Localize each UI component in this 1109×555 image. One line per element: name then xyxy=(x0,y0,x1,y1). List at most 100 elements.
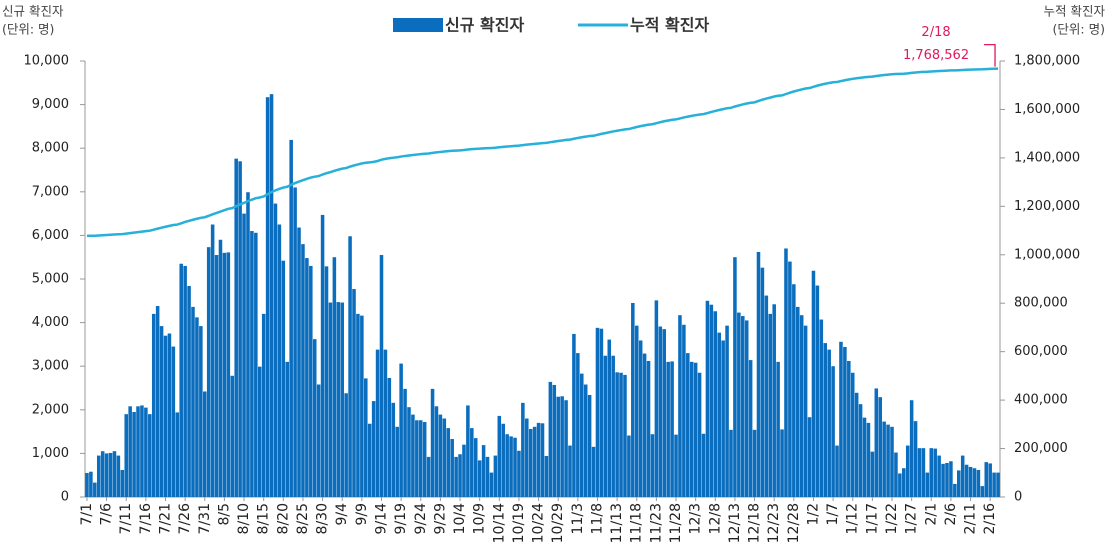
bar xyxy=(611,355,615,497)
bar xyxy=(615,372,619,497)
bar xyxy=(481,445,486,497)
bar xyxy=(847,360,851,497)
y-axis-title: 신규 확진자 xyxy=(2,4,64,19)
bar xyxy=(250,231,254,498)
y-tick-label: 8,000 xyxy=(32,141,69,156)
bar xyxy=(572,333,576,497)
bar xyxy=(921,448,926,497)
legend-swatch xyxy=(393,18,443,32)
x-tick-label: 11/8 xyxy=(589,503,605,534)
bar xyxy=(89,471,93,497)
x-tick-label: 10/29 xyxy=(550,503,566,543)
bar xyxy=(689,361,694,497)
bar xyxy=(301,244,305,497)
bar xyxy=(312,339,317,497)
bar xyxy=(768,313,773,497)
bar xyxy=(941,463,945,497)
bar xyxy=(972,468,977,497)
bar xyxy=(285,361,290,497)
bar xyxy=(788,261,792,497)
bar xyxy=(996,472,1000,497)
bar xyxy=(764,295,769,497)
y2-tick-label: 1,400,000 xyxy=(1014,150,1080,165)
bar xyxy=(485,456,490,497)
bar xyxy=(226,252,231,497)
bar xyxy=(992,472,996,497)
bar xyxy=(705,300,710,497)
bar xyxy=(772,304,776,497)
x-tick-label: 2/1 xyxy=(923,503,939,526)
bar xyxy=(297,227,301,497)
bar xyxy=(666,361,670,497)
bar xyxy=(784,248,788,497)
bar xyxy=(831,366,835,497)
bar xyxy=(230,375,235,497)
bar xyxy=(254,232,258,497)
bar xyxy=(854,392,859,497)
bar xyxy=(199,326,203,497)
y-tick-label: 10,000 xyxy=(24,54,70,69)
y-tick-label: 0 xyxy=(61,490,69,505)
bar xyxy=(144,407,148,497)
bar xyxy=(356,313,360,497)
bar xyxy=(391,402,396,497)
bar xyxy=(183,265,187,497)
bar xyxy=(399,363,403,497)
bar xyxy=(320,214,325,497)
bar xyxy=(556,396,560,497)
bar xyxy=(949,461,953,497)
bar xyxy=(795,306,800,497)
bar xyxy=(807,417,812,497)
bar xyxy=(984,462,989,497)
y-tick-label: 6,000 xyxy=(32,228,69,243)
bar xyxy=(124,414,129,497)
bar xyxy=(473,438,478,497)
bar xyxy=(179,263,183,497)
value-label: 1,768,562 xyxy=(903,48,969,63)
bar xyxy=(132,411,136,497)
bar xyxy=(638,340,643,497)
bar xyxy=(171,346,176,497)
bar xyxy=(434,406,439,497)
bar xyxy=(305,258,309,497)
label-bracket xyxy=(984,43,996,67)
x-tick-label: 7/1 xyxy=(79,503,95,526)
bar xyxy=(379,255,384,497)
bar xyxy=(937,455,941,497)
bar xyxy=(206,247,211,497)
bar xyxy=(364,378,368,497)
bar xyxy=(513,437,517,497)
bar xyxy=(988,463,992,497)
bar xyxy=(886,424,890,497)
bar xyxy=(505,434,509,497)
bar xyxy=(528,428,533,497)
bar xyxy=(100,451,105,497)
bar xyxy=(344,393,348,497)
bar xyxy=(395,426,399,497)
x-tick-label: 1/7 xyxy=(825,503,841,526)
y-tick-label: 4,000 xyxy=(32,315,69,330)
y2-tick-label: 800,000 xyxy=(1014,296,1068,311)
bar xyxy=(874,388,879,497)
bar xyxy=(882,421,886,497)
bar xyxy=(850,372,855,497)
bar xyxy=(933,448,937,497)
bar xyxy=(909,400,914,497)
bar xyxy=(713,311,718,497)
x-tick-label: 1/17 xyxy=(864,503,880,534)
y2-tick-label: 0 xyxy=(1014,490,1022,505)
bar xyxy=(112,451,117,497)
y2-tick-label: 200,000 xyxy=(1014,441,1068,456)
bar xyxy=(136,406,140,497)
bar xyxy=(682,324,686,497)
bar xyxy=(686,353,690,497)
bar xyxy=(725,325,729,497)
y2-tick-label: 600,000 xyxy=(1014,344,1068,359)
bar xyxy=(776,361,780,497)
x-tick-label: 2/11 xyxy=(963,503,979,534)
bar xyxy=(811,270,816,497)
bar xyxy=(446,428,451,497)
x-tick-label: 12/8 xyxy=(707,503,723,534)
bar xyxy=(591,446,596,497)
bar xyxy=(823,343,828,497)
